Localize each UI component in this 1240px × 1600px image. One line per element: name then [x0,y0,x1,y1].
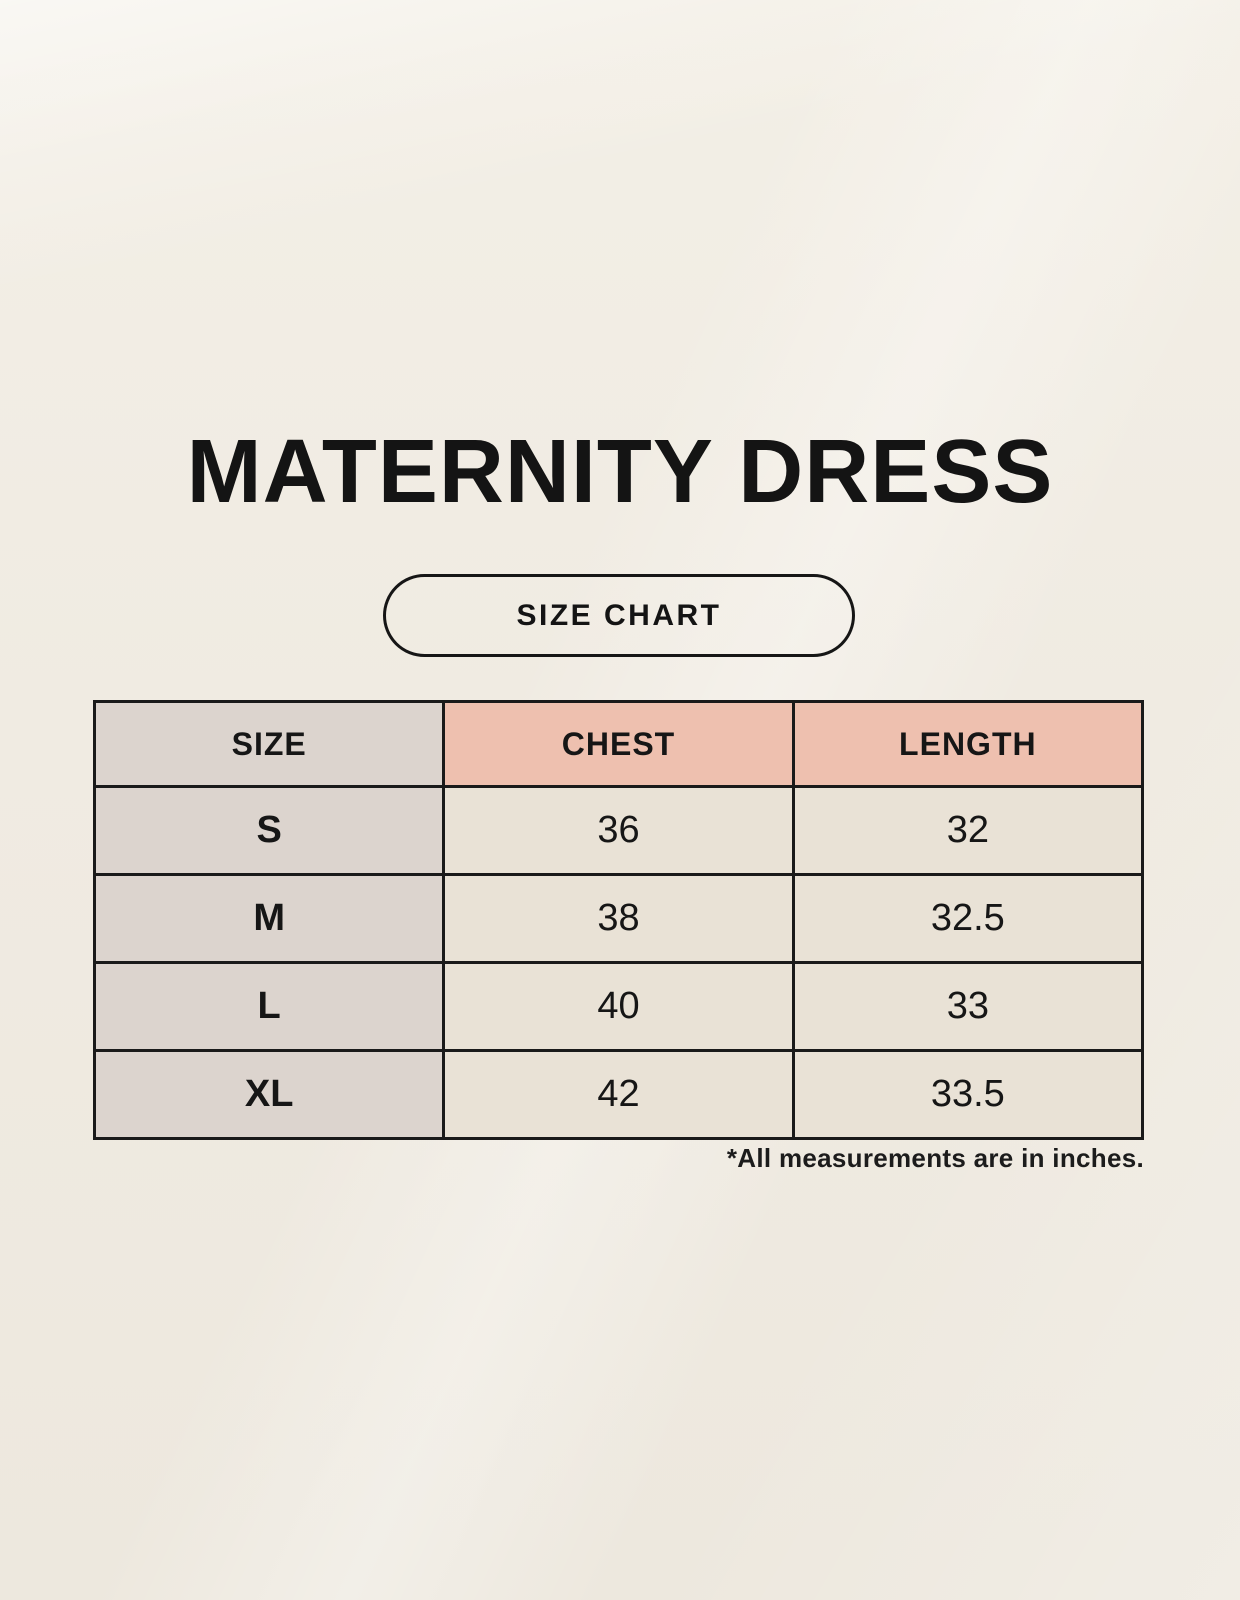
table-header-row: SIZE CHEST LENGTH [92,700,1145,788]
length-value-m: 32.5 [791,873,1145,964]
size-chart-table: SIZE CHEST LENGTH S 36 32 M 38 32.5 L 40… [92,700,1145,1140]
chest-value-s: 36 [442,785,795,876]
chest-value-xl: 42 [442,1049,795,1140]
table-row-l: L 40 33 [92,961,1145,1052]
size-label-l: L [92,961,446,1052]
column-header-size: SIZE [92,700,446,788]
table-row-xl: XL 42 33.5 [92,1049,1145,1140]
measurements-footnote: *All measurements are in inches. [726,1143,1144,1173]
table-row-s: S 36 32 [92,785,1145,876]
size-chart-badge: SIZE CHART [383,574,855,657]
column-header-chest: CHEST [442,700,795,788]
size-label-xl: XL [92,1049,446,1140]
size-label-m: M [92,873,446,964]
page-title: MATERNITY DRESS [186,422,1054,522]
size-label-s: S [92,785,446,876]
table-row-m: M 38 32.5 [92,873,1145,964]
chest-value-m: 38 [442,873,795,964]
length-value-xl: 33.5 [791,1049,1145,1140]
length-value-s: 32 [791,785,1145,876]
chest-value-l: 40 [442,961,795,1052]
column-header-length: LENGTH [791,700,1145,788]
length-value-l: 33 [791,961,1145,1052]
size-chart-badge-label: SIZE CHART [516,598,722,632]
